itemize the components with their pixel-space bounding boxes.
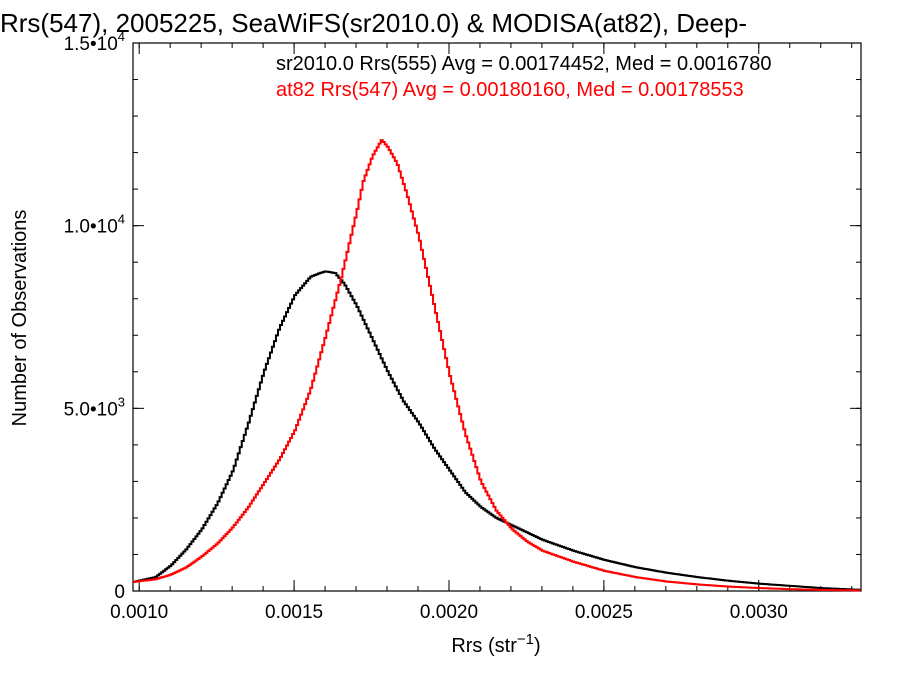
legend-entry-1: sr2010.0 Rrs(555) Avg = 0.00174452, Med … [276, 53, 772, 75]
x-tick-label: 0.0015 [265, 602, 323, 623]
y-tick-exponent: 3 [118, 394, 125, 409]
x-axis-label-suffix: ) [534, 635, 541, 657]
plot-frame [132, 42, 862, 592]
x-tick-label: 0.0010 [110, 602, 168, 623]
series-line-1 [133, 270, 861, 591]
x-tick-label: 0.0025 [575, 602, 633, 623]
series-layer [133, 139, 861, 592]
legend: sr2010.0 Rrs(555) Avg = 0.00174452, Med … [276, 53, 772, 101]
y-tick-mantissa: 1.0•10 [64, 217, 118, 238]
x-axis-label: Rrs (str−1) [451, 631, 540, 657]
x-tick-label: 0.0020 [420, 602, 478, 623]
y-tick-exponent: 4 [118, 29, 125, 44]
y-tick-label: 0 [114, 582, 125, 603]
y-tick-label: 1.0•104 [64, 212, 125, 238]
series-line-2 [133, 139, 861, 592]
y-tick-mantissa: 5.0•10 [64, 399, 118, 420]
plot-axes: 0.0010 0.0015 0.0020 0.0025 0.0030 0 5.0•103 1.… [64, 29, 862, 623]
y-tick-exponent: 4 [118, 212, 125, 227]
legend-entry-2: at82 Rrs(547) Avg = 0.00180160, Med = 0.… [276, 79, 744, 101]
x-axis-label-text: Rrs (str [451, 635, 517, 657]
y-tick-mantissa: 0 [114, 582, 125, 603]
chart-title: Rrs(547), 2005225, SeaWiFS(sr2010.0) & M… [0, 8, 747, 38]
y-axis-label: Number of Observations [9, 210, 31, 427]
x-tick-label: 0.0030 [730, 602, 788, 623]
x-axis-label-exponent: −1 [517, 631, 534, 648]
y-tick-label: 1.5•104 [64, 29, 125, 55]
y-tick-mantissa: 1.5•10 [64, 34, 118, 55]
y-tick-label: 5.0•103 [64, 394, 125, 420]
